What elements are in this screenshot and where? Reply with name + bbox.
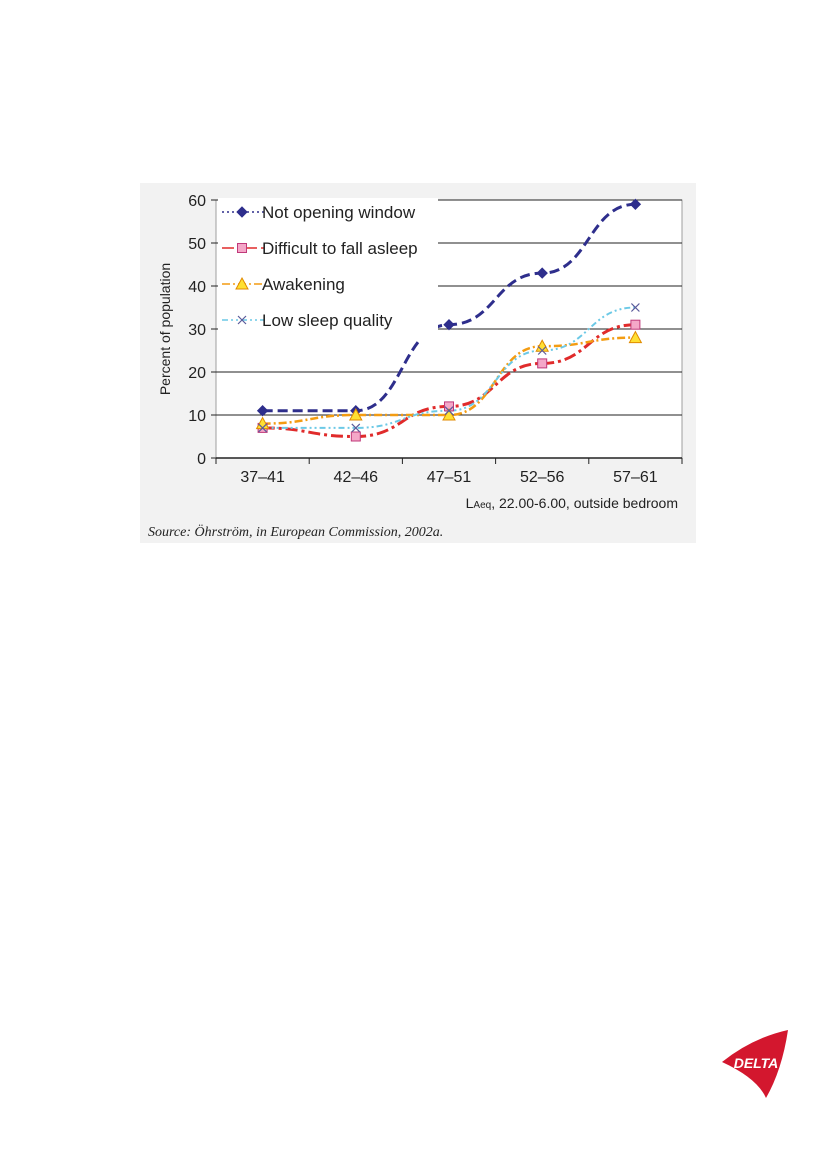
y-tick-label: 10 [188,408,206,425]
data-point-4 [444,406,454,416]
series-line-3 [262,336,636,425]
x-tick-label: 47–51 [427,469,472,486]
legend-marker [235,276,249,290]
y-tick-label: 50 [188,236,206,253]
data-point-1 [443,318,455,331]
data-point-2 [537,358,548,369]
y-tick-label: 60 [188,193,206,210]
x-axis-label: LAeq, 22.00-6.00, outside bedroom [466,495,678,511]
x-tick-label: 57–61 [613,469,658,486]
data-point-4 [351,423,361,433]
source-caption: Source: Öhrström, in European Commission… [148,525,444,540]
legend-label: Difficult to fall asleep [262,239,418,258]
y-tick-label: 30 [188,322,206,339]
data-point-4 [258,423,268,433]
legend-label: Not opening window [262,203,416,222]
data-point-3 [348,407,363,421]
legend-marker [237,315,247,325]
data-point-1 [536,267,548,279]
legend-marker [237,243,247,253]
legend-marker [236,206,248,218]
y-tick-label: 20 [188,365,206,382]
data-point-1 [256,404,269,417]
line-chart: 0 10 20 30 40 50 60 37–41 42–46 47–51 52–56 57–61 Pe… [157,193,683,511]
legend-label: Low sleep quality [262,311,393,330]
data-point-3 [628,330,643,344]
legend-box [218,198,438,340]
chart-figure: 0 10 20 30 40 50 60 37–41 42–46 47–51 52–56 57–61 Pe… [140,183,696,543]
logo-shape [722,1030,788,1098]
x-tick-label: 42–46 [334,469,379,486]
data-point-2 [630,319,641,330]
x-tick-label: 52–56 [520,469,565,486]
y-tick-label: 40 [188,279,206,296]
x-tick-label: 37–41 [240,469,285,486]
data-point-4 [537,346,547,355]
data-point-1 [629,198,642,211]
legend-label: Awakening [262,275,345,294]
data-point-4 [630,303,640,312]
logo-text: DELTA [734,1055,779,1071]
y-tick-label: 0 [197,451,206,468]
delta-logo: DELTA [722,1030,788,1098]
data-point-2 [350,431,361,442]
y-axis-label: Percent of population [157,263,173,395]
